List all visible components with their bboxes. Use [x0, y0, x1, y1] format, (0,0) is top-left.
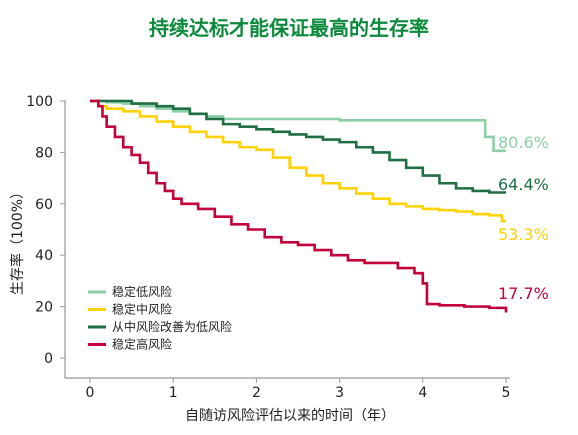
- x-axis-label: 自随访风险评估以来的时间（年）: [185, 408, 395, 424]
- end-labels: 80.6% 53.3% 64.4% 17.7%: [498, 133, 549, 303]
- x-tick-label: 1: [169, 385, 178, 401]
- end-value-label: 64.4%: [498, 175, 549, 194]
- y-axis-label: 生存率（100%）: [9, 185, 26, 295]
- series-line: [90, 99, 506, 194]
- series-line: [90, 99, 506, 153]
- end-value-label: 53.3%: [498, 225, 549, 244]
- y-tick-label: 60: [35, 197, 53, 213]
- legend-label: 稳定低风险: [112, 284, 172, 299]
- y-tick-label: 80: [35, 145, 53, 161]
- x-tick-label: 3: [335, 385, 344, 401]
- legend-label: 稳定高风险: [112, 337, 172, 352]
- end-value-label: 80.6%: [498, 133, 549, 152]
- legend-label: 从中风险改善为低风险: [112, 319, 232, 334]
- y-axis-ticks: 0 20 40 60 80 100: [26, 94, 65, 367]
- series-line: [90, 99, 508, 313]
- end-value-label: 17.7%: [498, 284, 549, 303]
- y-tick-label: 100: [26, 94, 53, 110]
- legend-label: 稳定中风险: [112, 302, 172, 317]
- chart-title: 持续达标才能保证最高的生存率: [149, 16, 429, 40]
- y-tick-label: 40: [35, 248, 53, 264]
- y-tick-label: 0: [44, 351, 53, 367]
- y-tick-label: 20: [35, 300, 53, 316]
- series-lines: [90, 99, 508, 313]
- x-axis-ticks: 0 1 2 3 4 5: [86, 378, 511, 401]
- x-tick-label: 5: [502, 385, 511, 401]
- x-tick-label: 2: [252, 385, 261, 401]
- series-line: [90, 99, 506, 223]
- x-tick-label: 4: [418, 385, 427, 401]
- x-tick-label: 0: [86, 385, 95, 401]
